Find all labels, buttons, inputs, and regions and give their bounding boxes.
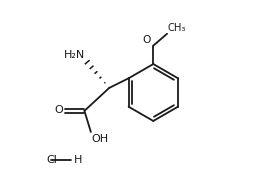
Text: H: H: [74, 155, 82, 165]
Text: H₂N: H₂N: [64, 50, 85, 60]
Text: O: O: [54, 105, 63, 115]
Text: CH₃: CH₃: [168, 23, 186, 33]
Text: Cl: Cl: [47, 155, 58, 165]
Text: O: O: [142, 35, 151, 45]
Text: OH: OH: [92, 134, 109, 144]
